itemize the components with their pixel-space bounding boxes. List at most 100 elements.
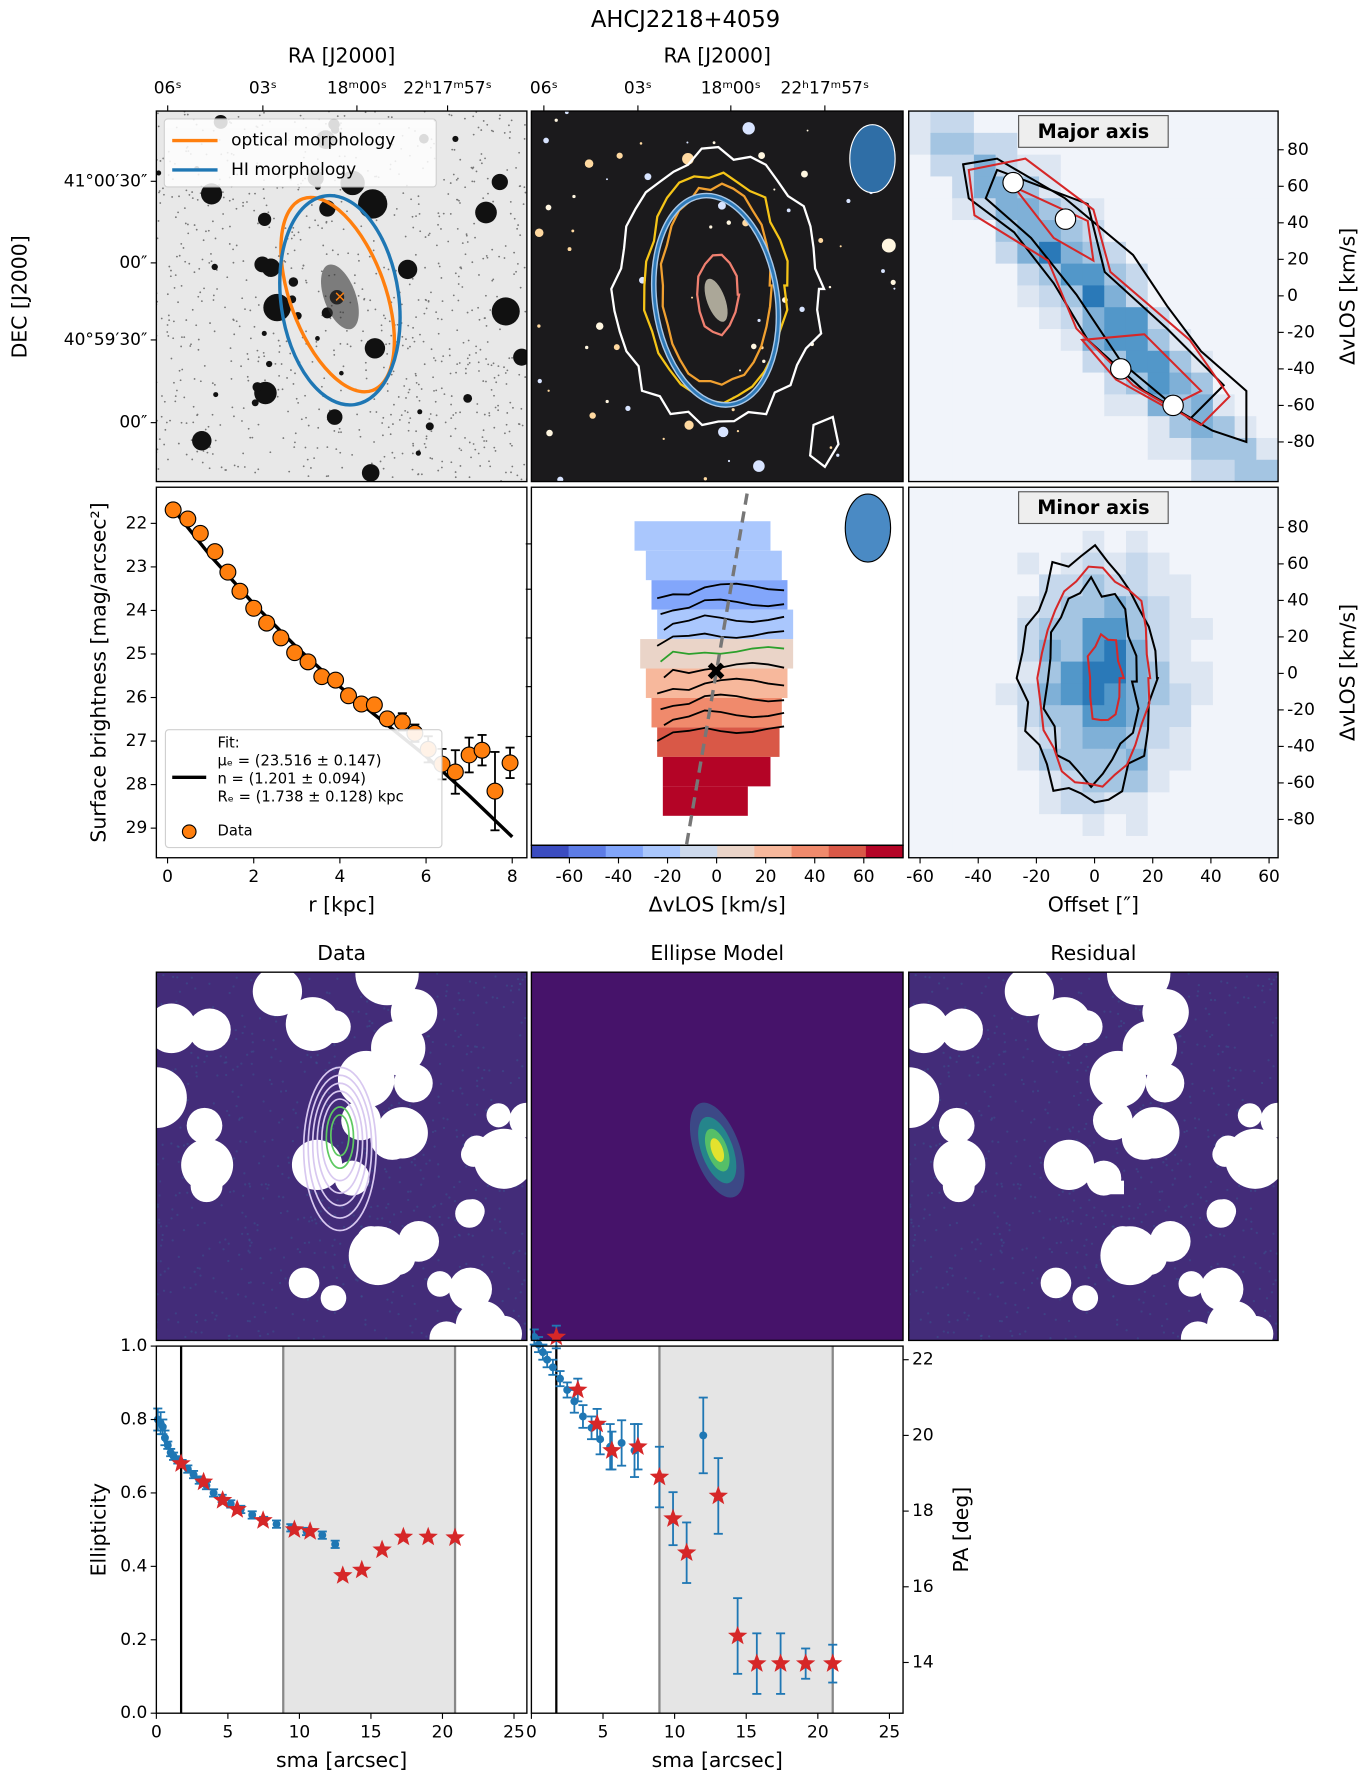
noise xyxy=(257,468,260,471)
noise xyxy=(375,411,378,413)
noise xyxy=(246,375,249,378)
noise xyxy=(486,1184,489,1188)
pixel xyxy=(1191,132,1214,156)
pixel xyxy=(1212,220,1236,243)
noise xyxy=(246,1053,249,1056)
noise xyxy=(265,204,268,207)
noise xyxy=(1004,1050,1007,1053)
colorbar-step xyxy=(828,845,867,858)
noise xyxy=(286,1210,289,1213)
noise xyxy=(332,1267,335,1270)
noise xyxy=(493,426,496,429)
noise xyxy=(1002,1062,1005,1066)
noise xyxy=(1014,1038,1018,1042)
y-axis-label: DEC [J2000] xyxy=(7,235,31,358)
noise xyxy=(504,432,506,435)
noise xyxy=(1036,1089,1040,1093)
noise xyxy=(455,1311,459,1314)
star-source xyxy=(800,170,808,178)
noise xyxy=(262,1038,266,1042)
noise xyxy=(228,991,231,995)
noise xyxy=(923,1239,927,1242)
noise xyxy=(313,1251,316,1255)
noise xyxy=(481,1077,484,1080)
pixel xyxy=(1104,574,1127,597)
noise xyxy=(430,430,433,433)
noise xyxy=(1000,1238,1003,1241)
noise xyxy=(1208,1013,1211,1016)
pixel xyxy=(1125,770,1149,793)
pixel xyxy=(973,792,997,815)
noise xyxy=(1152,1294,1155,1298)
noise xyxy=(464,1165,468,1168)
star-marker xyxy=(747,1653,767,1672)
noise xyxy=(412,326,415,329)
noise xyxy=(910,1221,913,1224)
noise xyxy=(412,1209,416,1212)
noise xyxy=(202,239,205,242)
noise xyxy=(386,382,389,385)
pixel xyxy=(952,132,975,156)
noise xyxy=(491,248,494,251)
pixel xyxy=(1169,596,1192,619)
noise xyxy=(312,1337,316,1341)
pixel xyxy=(1125,814,1149,837)
noise xyxy=(489,465,492,468)
noise xyxy=(511,444,513,447)
pixel xyxy=(1191,617,1214,641)
pixel xyxy=(973,416,997,439)
pixel xyxy=(973,617,997,641)
noise xyxy=(358,429,361,431)
noise xyxy=(197,338,200,341)
pixel xyxy=(995,372,1018,395)
noise xyxy=(178,369,181,372)
noise xyxy=(414,1164,417,1167)
noise xyxy=(455,178,458,181)
noise xyxy=(305,281,308,284)
noise xyxy=(1268,1314,1272,1318)
pixel xyxy=(973,748,997,772)
data-point xyxy=(189,1470,198,1479)
noise xyxy=(263,197,266,200)
noise xyxy=(938,1142,941,1146)
pixel xyxy=(1017,705,1040,728)
noise xyxy=(232,248,234,251)
panel-frame xyxy=(530,844,904,859)
noise xyxy=(943,1065,946,1068)
noise xyxy=(1239,1069,1242,1072)
data-point xyxy=(563,1386,572,1394)
noise xyxy=(180,284,183,287)
noise xyxy=(304,394,306,397)
noise xyxy=(475,1079,479,1082)
noise xyxy=(486,123,489,126)
noise xyxy=(360,1295,363,1298)
pixel xyxy=(973,285,997,308)
noise xyxy=(227,1242,230,1245)
pixel xyxy=(952,726,975,750)
pixel xyxy=(1147,748,1171,772)
pixel xyxy=(1256,132,1279,156)
pixel xyxy=(1147,726,1171,750)
noise xyxy=(198,267,201,270)
noise xyxy=(908,1163,912,1166)
noise xyxy=(1187,995,1191,998)
noise xyxy=(1265,1297,1269,1300)
noise xyxy=(454,1029,457,1032)
noise xyxy=(485,440,488,442)
noise xyxy=(158,1180,162,1183)
noise xyxy=(515,166,517,169)
pixel xyxy=(995,530,1018,554)
pixel xyxy=(1082,748,1105,772)
noise xyxy=(262,188,265,190)
star-source xyxy=(192,431,212,451)
pixel xyxy=(1039,835,1062,858)
pixel xyxy=(952,530,975,554)
pixel xyxy=(1039,350,1062,374)
noise xyxy=(436,995,439,998)
noise xyxy=(203,1060,206,1064)
noise xyxy=(211,1005,215,1009)
noise xyxy=(493,446,496,449)
noise xyxy=(159,1260,162,1263)
pixel xyxy=(1039,329,1062,352)
noise xyxy=(171,196,174,198)
